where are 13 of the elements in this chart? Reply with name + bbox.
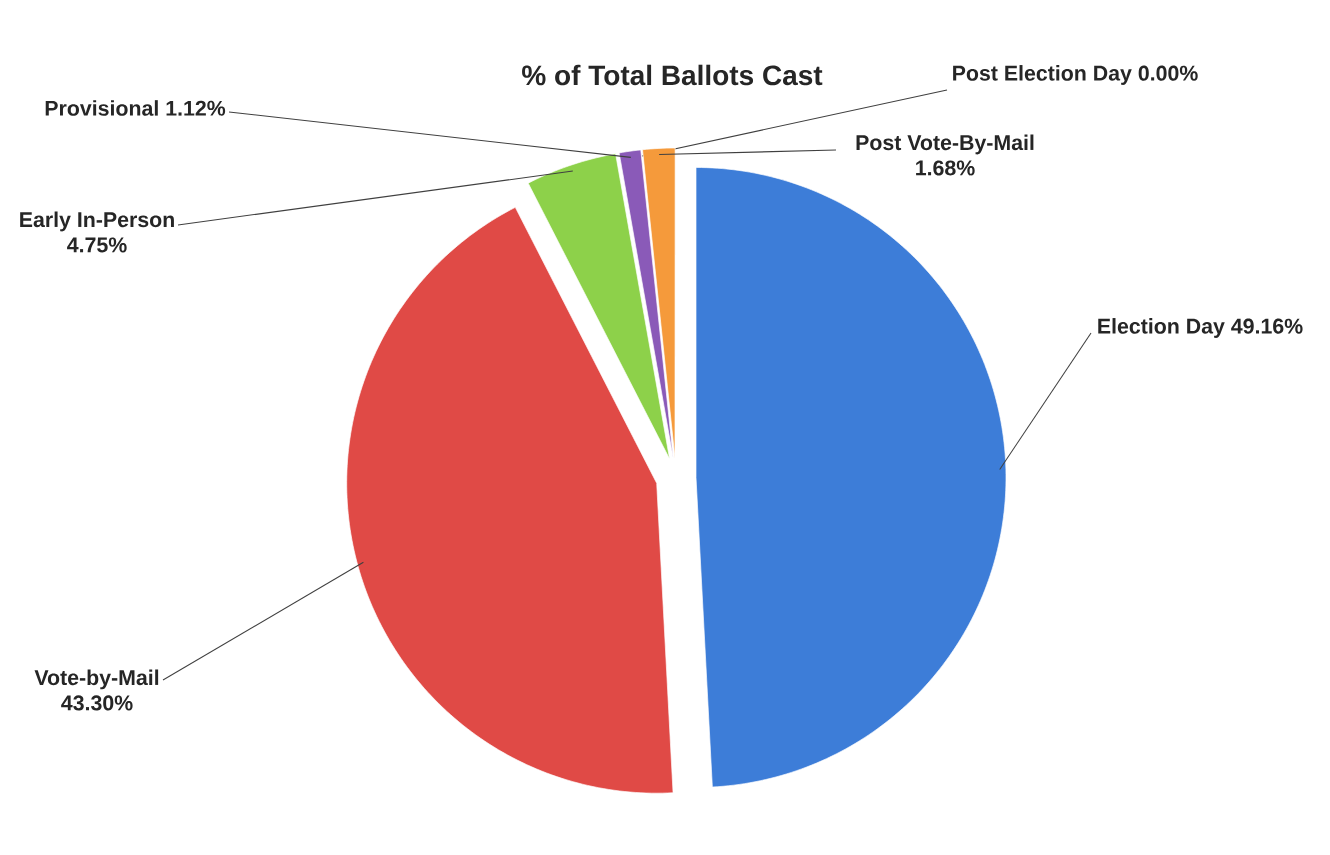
- slice-label: Election Day: [1098, 318, 1225, 338]
- data-label: 49.16%: [1231, 318, 1303, 334]
- data-label: 4.75%: [67, 237, 127, 253]
- slice-label: Early In-Person: [20, 211, 174, 232]
- category-label: Post Election Day: [953, 65, 1132, 85]
- slice-label: Provisional: [45, 100, 158, 116]
- data-label: 43.30%: [61, 695, 133, 711]
- slice-label: Vote-by-Mail: [34, 669, 159, 690]
- slice-label: Post Vote-By-Mail: [856, 134, 1034, 155]
- data-label: 1.12%: [166, 100, 226, 116]
- data-label: 1.68%: [916, 160, 975, 176]
- text: 0.00%: [1138, 65, 1198, 81]
- chart-title: % of Total Ballots Cast: [522, 64, 823, 86]
